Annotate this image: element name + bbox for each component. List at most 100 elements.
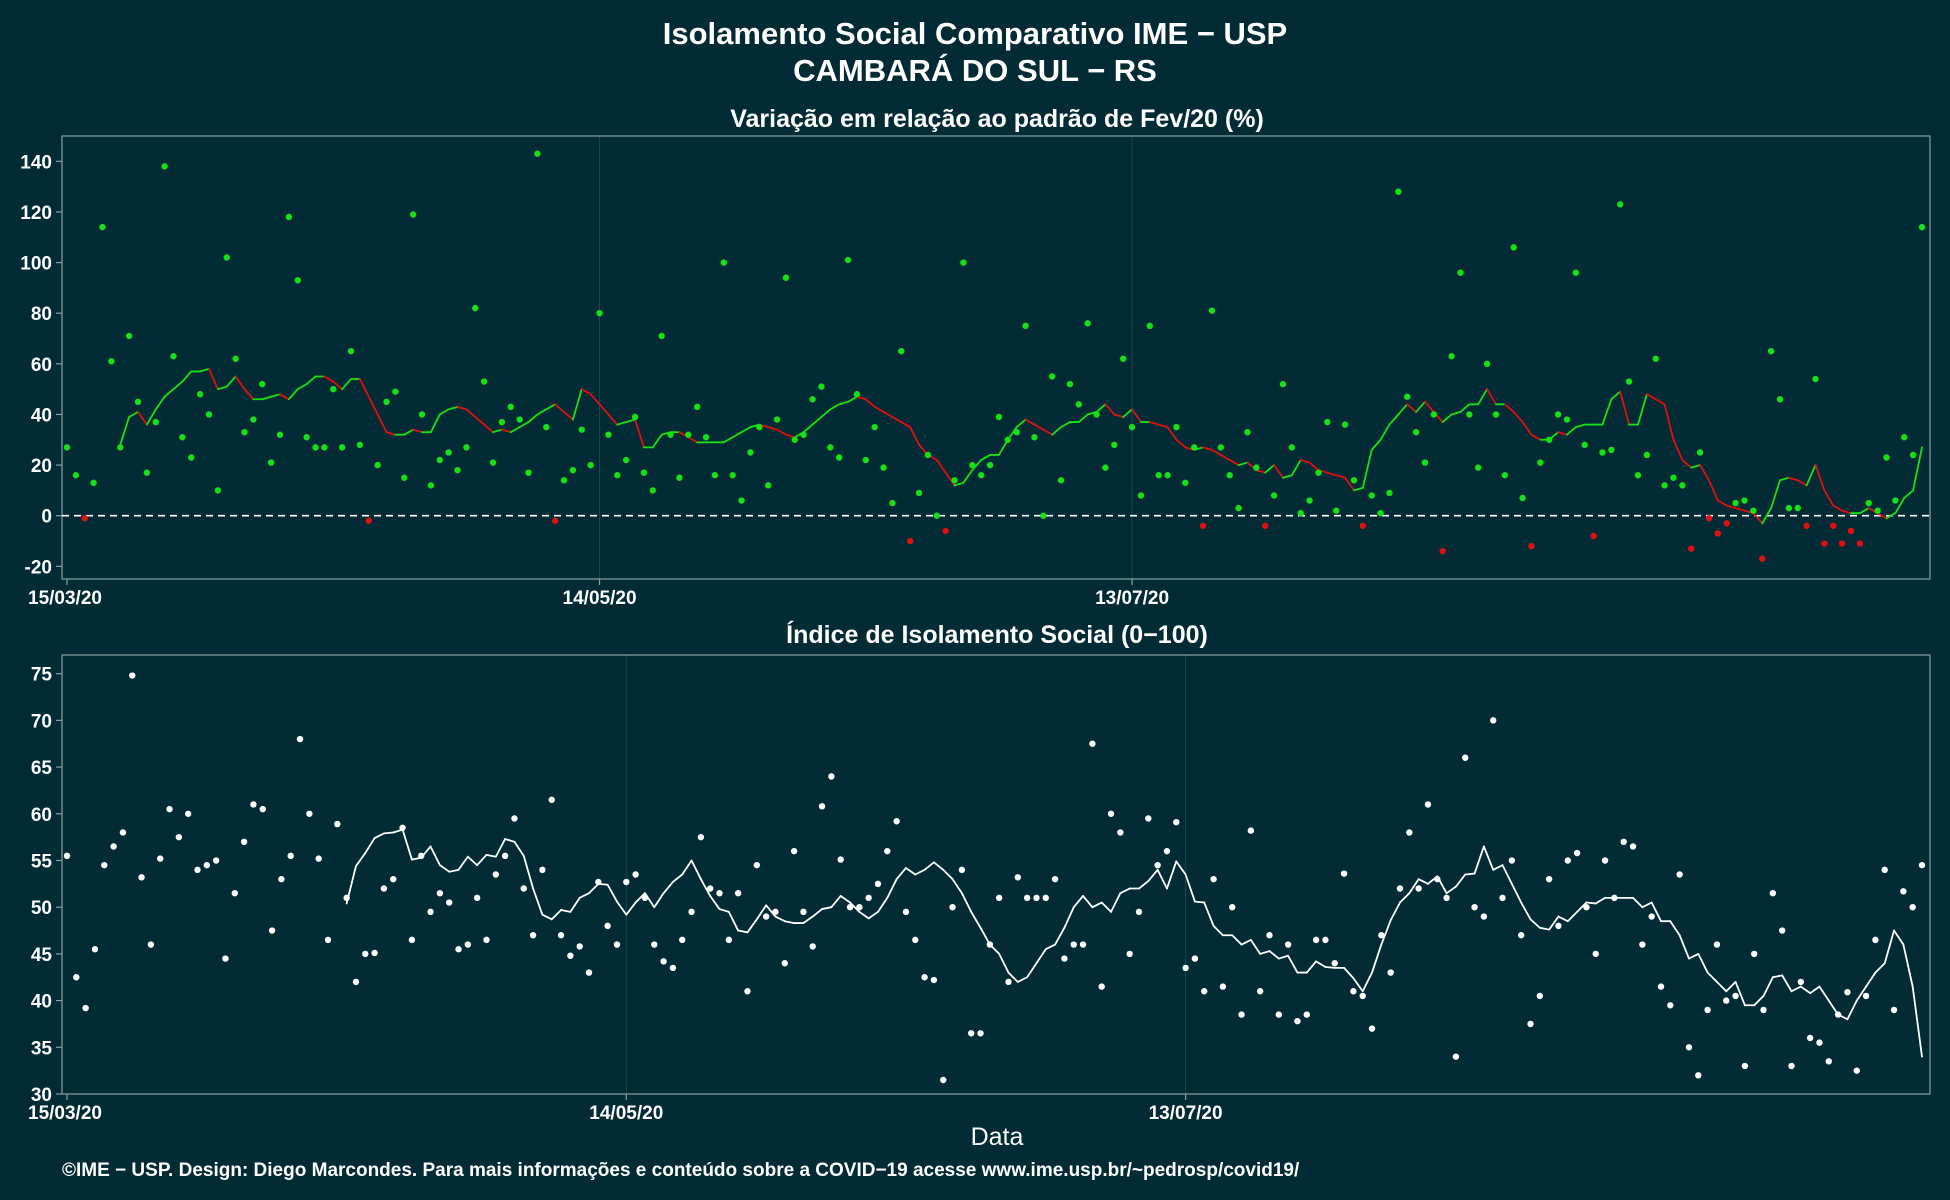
p1-point <box>1315 469 1322 476</box>
p1-ma-segment <box>634 418 645 449</box>
p1-ma-segment <box>545 403 557 411</box>
p2-point <box>1275 1011 1283 1018</box>
p1-point <box>1430 411 1438 418</box>
p1-ma-segment <box>199 367 210 373</box>
p1-point <box>969 461 976 469</box>
p2-ma-segment <box>1240 938 1252 946</box>
p2-ma-segment <box>1455 873 1467 888</box>
p2-point <box>986 941 994 948</box>
p2-ma-segment <box>1203 901 1215 927</box>
p1-point <box>1333 507 1340 514</box>
p2-ma-segment <box>1809 985 1821 995</box>
p2-point <box>1117 829 1124 836</box>
p1-point <box>179 434 186 441</box>
p1-point <box>880 464 887 471</box>
p2-ma-segment <box>1893 929 1905 946</box>
p1-point <box>631 413 639 421</box>
p2-point <box>399 824 406 831</box>
p2-point <box>1499 894 1506 902</box>
p1-ma-segment <box>1113 413 1125 418</box>
p1-point <box>1057 477 1065 484</box>
p1-ma-segment <box>1876 512 1888 520</box>
p1-point <box>1004 436 1012 443</box>
p1-ma-segment <box>962 469 974 484</box>
p1-point <box>543 423 550 431</box>
p1-point <box>1608 446 1615 454</box>
p1-ma-segment <box>1175 438 1187 449</box>
p1-ma-segment <box>216 385 228 391</box>
p1-point <box>1670 474 1677 481</box>
p1-point <box>1537 459 1544 466</box>
p1-point <box>1395 188 1402 195</box>
p2-point <box>1564 857 1571 864</box>
p2-ma-segment <box>811 908 823 918</box>
p1-ma-segment <box>1725 504 1737 510</box>
p2-ma-segment <box>727 910 740 932</box>
p2-point <box>660 958 667 965</box>
p1-ma-segment <box>1530 433 1542 441</box>
p1-point <box>205 411 213 418</box>
p1-point <box>223 254 230 261</box>
p2-point <box>455 946 462 953</box>
p1-ma-segment <box>332 380 344 391</box>
p1-point <box>1554 411 1562 418</box>
p2-ma-segment <box>1566 910 1579 923</box>
p2-ma-segment <box>1231 934 1243 946</box>
p2-ma-segment <box>1194 900 1206 904</box>
p2-point <box>1676 871 1683 878</box>
p2-ma-segment <box>1753 995 1765 1007</box>
p1-ma-segment <box>447 405 459 411</box>
p2-point <box>1648 913 1655 920</box>
p1-point <box>977 472 985 479</box>
p2-point <box>772 908 779 916</box>
p2-point <box>856 903 863 911</box>
p1-ma-segment <box>1202 446 1213 451</box>
p2-xtick-label: 13/07/20 <box>1149 1103 1223 1124</box>
p1-ma-segment <box>687 436 699 444</box>
p2-ma-segment <box>1874 962 1886 974</box>
p2-ma-segment <box>1054 926 1066 946</box>
p2-point <box>1023 894 1031 902</box>
p2-point <box>762 913 770 920</box>
p2-ma-segment <box>662 881 674 895</box>
p1-ma-segment <box>1805 464 1817 487</box>
p1-ma-segment <box>1708 479 1719 502</box>
p2-ma-segment <box>699 878 712 897</box>
p2-point <box>1573 849 1581 857</box>
p1-point <box>1705 515 1713 522</box>
p1-ma-segment <box>438 408 450 416</box>
p1-point <box>125 332 133 340</box>
p1-ma-segment <box>474 416 486 426</box>
p1-ma-segment <box>172 380 184 391</box>
p2-ma-segment <box>438 864 451 873</box>
panel2-title: Índice de Isolamento Social (0−100) <box>786 620 1208 649</box>
p2-point <box>1191 955 1199 962</box>
p1-point <box>844 256 852 264</box>
p1-point <box>1350 477 1358 484</box>
p2-point <box>1480 913 1488 920</box>
p2-point <box>1844 988 1851 996</box>
p1-point <box>374 461 381 469</box>
p2-point <box>930 976 938 984</box>
p1-point <box>338 444 346 451</box>
p1-ma-segment <box>722 436 734 444</box>
p1-point <box>1199 522 1207 530</box>
p2-point <box>529 932 537 939</box>
p2-point <box>1266 932 1273 939</box>
p2-ma-segment <box>998 952 1010 974</box>
p1-ma-segment <box>1503 403 1515 413</box>
p1-ma-segment <box>1681 459 1693 469</box>
p2-point <box>1331 960 1338 967</box>
p2-ma-segment <box>1678 934 1690 960</box>
p1-point <box>1510 244 1517 251</box>
p1-point <box>933 512 941 519</box>
p1-point <box>1466 411 1473 418</box>
p1-point <box>516 416 523 423</box>
p2-ma-segment <box>513 840 525 857</box>
p1-ma-segment <box>767 426 778 431</box>
p1-ma-segment <box>1237 461 1249 466</box>
p1-point <box>436 456 443 464</box>
p2-ma-segment <box>1529 918 1541 929</box>
x-axis-label: Data <box>971 1123 1024 1151</box>
p1-ma-segment <box>225 375 237 388</box>
